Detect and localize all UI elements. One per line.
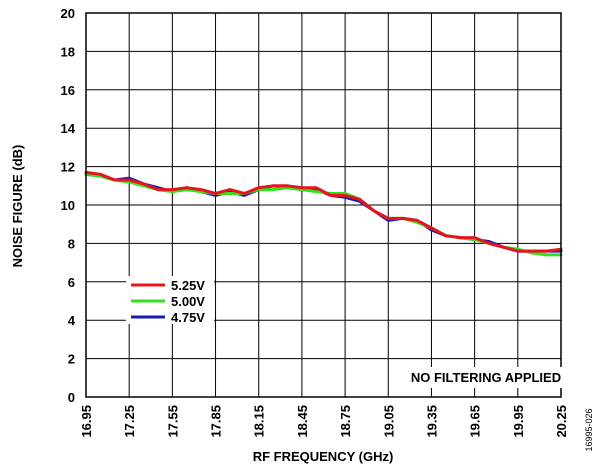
y-tick-label: 16 <box>61 83 75 98</box>
y-tick-label: 6 <box>68 275 75 290</box>
y-tick-label: 12 <box>61 160 75 175</box>
series-line-5-25v <box>84 170 563 253</box>
y-tick-label: 2 <box>68 352 75 367</box>
x-tick-label: 17.25 <box>122 405 137 438</box>
x-tick-labels: 16.95 17.25 17.55 17.85 18.15 18.45 18.75 19.05… <box>79 405 569 438</box>
legend-label: 5.25V <box>171 278 205 293</box>
annotation-box: NO FILTERING APPLIED <box>392 367 582 388</box>
y-tick-label: 8 <box>68 236 75 251</box>
annotation-background <box>392 367 582 388</box>
x-tick-label: 19.35 <box>424 405 439 438</box>
x-tick-label: 17.55 <box>165 405 180 438</box>
x-axis-label: RF FREQUENCY (GHz) <box>253 449 394 464</box>
x-tick-label: 18.45 <box>295 405 310 438</box>
grid <box>85 12 562 398</box>
x-tick-label: 19.95 <box>511 405 526 438</box>
x-tick-label: 20.25 <box>554 405 569 438</box>
x-tick-label: 16.95 <box>79 405 94 438</box>
annotation-text: NO FILTERING APPLIED <box>411 370 561 385</box>
y-axis-label: NOISE FIGURE (dB) <box>10 145 25 268</box>
x-tick-label: 19.65 <box>468 405 483 438</box>
plot-frame <box>85 12 562 398</box>
x-tick-label: 18.75 <box>338 405 353 438</box>
x-tick-label: 18.15 <box>252 405 267 438</box>
legend-label: 4.75V <box>171 310 205 325</box>
y-tick-labels: 0 2 4 6 8 10 12 14 16 18 20 <box>61 6 76 405</box>
y-tick-label: 18 <box>61 44 75 59</box>
series-lines <box>84 170 563 257</box>
figure-id: 16995-026 <box>584 408 594 451</box>
y-tick-label: 20 <box>61 6 75 21</box>
y-tick-label: 0 <box>68 390 75 405</box>
y-tick-label: 14 <box>61 121 76 136</box>
x-tick-label: 19.05 <box>381 405 396 438</box>
legend-label: 5.00V <box>171 294 205 309</box>
series-line-4-75v <box>84 172 563 253</box>
x-tick-label: 17.85 <box>209 405 224 438</box>
y-tick-label: 10 <box>61 198 75 213</box>
y-tick-label: 4 <box>68 313 76 328</box>
